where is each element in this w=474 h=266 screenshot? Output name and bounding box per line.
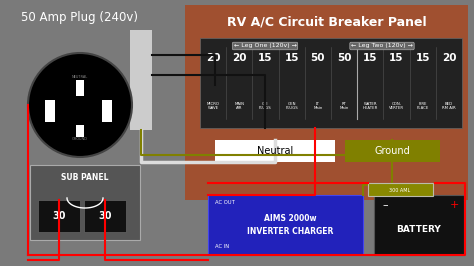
Text: MICRO
WAVE: MICRO WAVE <box>207 102 219 110</box>
Text: RT
Main: RT Main <box>339 102 349 110</box>
Bar <box>345 140 440 162</box>
Text: SUB PANEL: SUB PANEL <box>61 173 109 182</box>
Text: LT
Main: LT Main <box>313 102 323 110</box>
Bar <box>215 140 335 162</box>
Bar <box>38 200 80 232</box>
Bar <box>368 183 433 196</box>
Text: 15: 15 <box>389 53 404 63</box>
Text: 15: 15 <box>284 53 299 63</box>
Text: 50 Amp Plug (240v): 50 Amp Plug (240v) <box>21 11 138 24</box>
Text: HOT1: HOT1 <box>48 105 52 115</box>
Bar <box>185 5 468 200</box>
Text: GROUND: GROUND <box>72 137 88 141</box>
Text: 30: 30 <box>98 211 112 221</box>
Text: RV A/C Circuit Breaker Panel: RV A/C Circuit Breaker Panel <box>227 15 427 28</box>
Bar <box>374 195 464 255</box>
Text: HOT2: HOT2 <box>106 105 110 115</box>
Bar <box>130 30 152 130</box>
Text: 20: 20 <box>442 53 456 63</box>
Text: AIMS 2000w
INVERTER CHARGER: AIMS 2000w INVERTER CHARGER <box>247 214 333 236</box>
Text: –: – <box>382 200 388 210</box>
Text: NEUTRAL: NEUTRAL <box>72 75 88 79</box>
Text: BED
RM AIR: BED RM AIR <box>442 102 456 110</box>
Text: 15: 15 <box>363 53 378 63</box>
Text: CON-
VERTER: CON- VERTER <box>389 102 404 110</box>
Bar <box>30 165 140 240</box>
Text: +: + <box>449 200 459 210</box>
Text: WATER
HEATER: WATER HEATER <box>363 102 378 110</box>
Bar <box>84 200 126 232</box>
Bar <box>200 38 462 128</box>
Text: AC IN: AC IN <box>215 244 229 250</box>
Text: Neutral: Neutral <box>257 146 293 156</box>
Text: 300 AML: 300 AML <box>389 188 410 193</box>
Text: Ground: Ground <box>374 146 410 156</box>
Text: MAIN
AIR: MAIN AIR <box>234 102 244 110</box>
Text: 30: 30 <box>52 211 66 221</box>
Text: 50: 50 <box>310 53 325 63</box>
Bar <box>45 100 55 122</box>
Text: ← Leg One (120v) →: ← Leg One (120v) → <box>234 44 296 48</box>
Text: 15: 15 <box>415 53 430 63</box>
Text: FIRE
PLACE: FIRE PLACE <box>417 102 429 110</box>
Text: GEN
PLUGS: GEN PLUGS <box>285 102 298 110</box>
Text: 20: 20 <box>232 53 246 63</box>
Bar <box>76 125 84 137</box>
Text: GFI
PLUGS: GFI PLUGS <box>259 102 272 110</box>
Circle shape <box>28 53 132 157</box>
Text: ← Leg Two (120v) →: ← Leg Two (120v) → <box>351 44 413 48</box>
Text: 15: 15 <box>258 53 273 63</box>
Bar <box>102 100 112 122</box>
Text: 50: 50 <box>337 53 351 63</box>
Text: AC OUT: AC OUT <box>215 201 235 206</box>
Bar <box>208 195 363 255</box>
Text: 20: 20 <box>206 53 220 63</box>
Bar <box>76 80 84 96</box>
Text: BATTERY: BATTERY <box>397 226 441 235</box>
